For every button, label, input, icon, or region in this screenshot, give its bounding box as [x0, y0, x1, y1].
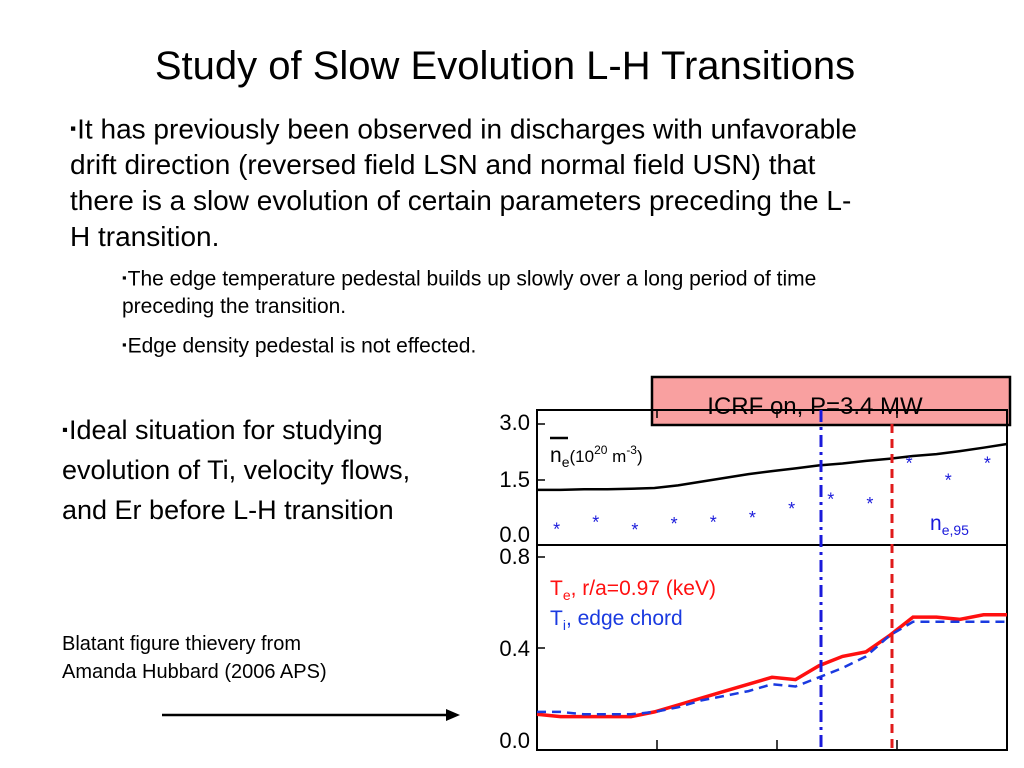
- ne95-point: *: [906, 454, 913, 474]
- ne95-point: *: [788, 499, 795, 519]
- ne95-point: *: [984, 454, 991, 474]
- ti-series-line: [537, 620, 1007, 716]
- left-bullet: ▪Ideal situation for studying evolution …: [62, 410, 442, 530]
- bullet-marker: ▪: [122, 337, 127, 353]
- te-label: Te, r/a=0.97 (keV): [550, 577, 716, 603]
- y-tick-label: 0.8: [499, 544, 530, 569]
- icrf-banner-label: ICRF on, P=3.4 MW: [707, 393, 923, 420]
- main-bullet-text: It has previously been observed in disch…: [70, 113, 857, 253]
- sub-bullet: ▪The edge temperature pedestal builds up…: [122, 264, 862, 321]
- ne95-point: *: [710, 513, 717, 533]
- sub-bullet-text: The edge temperature pedestal builds up …: [122, 267, 817, 319]
- figure-credit: Blatant figure thievery from Amanda Hubb…: [62, 630, 442, 686]
- y-tick-label: 0.0: [499, 728, 530, 752]
- ne95-label: ne,95: [930, 512, 969, 538]
- te-series-line: [536, 613, 1007, 719]
- sub-bullet-text: Edge density pedestal is not effected.: [127, 334, 477, 358]
- bullet-marker: ▪: [70, 118, 77, 138]
- arrow-to-transition: [162, 709, 460, 721]
- bullet-marker: ▪: [62, 420, 68, 439]
- credit-line: Amanda Hubbard (2006 APS): [62, 661, 327, 683]
- left-bullet-text: Ideal situation for studying evolution o…: [62, 415, 411, 526]
- y-tick-label: 1.5: [499, 467, 530, 492]
- hubbard-figure: ICRF on, P=3.4 MW 3.0 1.5 0.0 0.8 0.4 0.…: [499, 375, 1012, 752]
- ne95-point: *: [671, 514, 678, 534]
- y-tick-label: 0.4: [499, 636, 530, 661]
- main-bullet: ▪It has previously been observed in disc…: [70, 110, 870, 255]
- ne95-point: *: [631, 520, 638, 540]
- sub-bullet: ▪Edge density pedestal is not effected.: [122, 331, 862, 360]
- icrf-banner: [650, 375, 1012, 427]
- ne95-point: *: [592, 513, 599, 533]
- ti-label: Ti, edge chord: [550, 607, 683, 633]
- ne-label: ne(1020 m-3): [550, 443, 643, 470]
- slide-title: Study of Slow Evolution L-H Transitions: [154, 44, 856, 88]
- y-tick-label: 3.0: [499, 410, 530, 435]
- credit-line: Blatant figure thievery from: [62, 633, 301, 655]
- bottom-panel-frame: [536, 544, 1008, 751]
- axis-ticks: [537, 410, 898, 750]
- y-tick-label: 0.0: [499, 522, 530, 547]
- ne-series-line: [537, 442, 1008, 492]
- bullet-marker: ▪: [122, 270, 127, 285]
- ne95-point: *: [945, 471, 952, 491]
- ne95-point: *: [749, 508, 756, 528]
- series-layer: * * * * * * * * * * * *: [536, 442, 1008, 719]
- ne95-point: *: [866, 494, 873, 514]
- ne95-point: *: [553, 519, 560, 539]
- ne95-point: *: [827, 489, 834, 509]
- sub-bullet-list: ▪The edge temperature pedestal builds up…: [122, 264, 862, 371]
